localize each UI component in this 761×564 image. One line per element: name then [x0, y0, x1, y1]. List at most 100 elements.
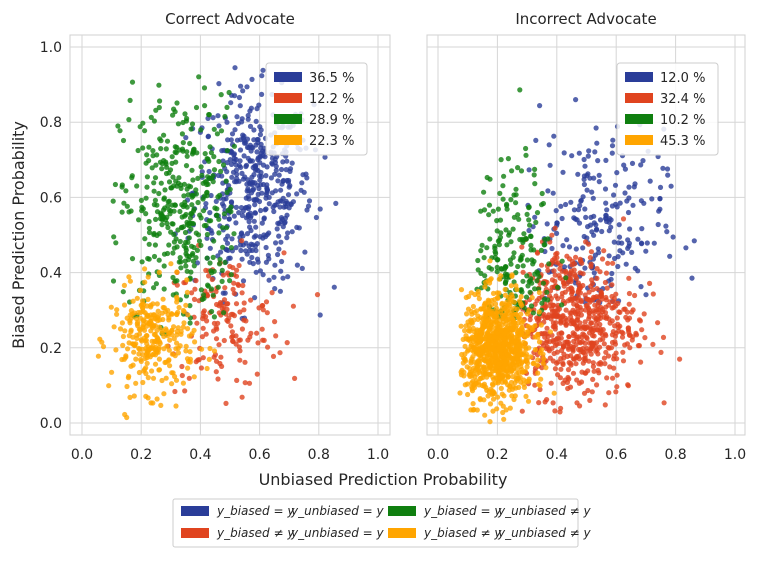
data-point-biased_wrong — [551, 268, 557, 274]
data-point-biased_wrong — [619, 329, 625, 335]
data-point-both_correct — [273, 167, 279, 173]
data-point-both_wrong — [497, 342, 503, 348]
data-point-unbiased_wrong — [177, 255, 183, 261]
data-point-both_correct — [247, 123, 254, 129]
data-point-both_wrong — [126, 274, 132, 280]
data-point-both_wrong — [487, 401, 494, 407]
x-tick-label: 0.8 — [664, 447, 686, 463]
data-point-biased_wrong — [621, 306, 627, 312]
data-point-unbiased_wrong — [481, 189, 487, 195]
data-point-both_correct — [237, 147, 244, 153]
axis-ticks: 0.0 0.2 0.4 0.6 0.8 1.0 0.0 0.2 0.4 0.6 0.8 1.0 — [40, 40, 389, 463]
data-point-biased_wrong — [544, 325, 550, 331]
data-point-both_wrong — [171, 324, 177, 330]
data-point-both_correct — [638, 162, 644, 168]
data-point-unbiased_wrong — [161, 158, 167, 164]
data-point-biased_wrong — [563, 322, 569, 328]
x-tick-label: 1.0 — [724, 447, 746, 463]
data-point-unbiased_wrong — [205, 174, 211, 180]
data-point-both_correct — [263, 259, 269, 265]
data-point-both_wrong — [126, 373, 132, 379]
data-point-unbiased_wrong — [166, 179, 173, 185]
data-point-unbiased_wrong — [518, 168, 525, 174]
data-point-both_wrong — [488, 371, 494, 377]
data-point-both_correct — [625, 209, 632, 216]
data-point-both_wrong — [174, 311, 180, 318]
data-point-both_wrong — [514, 286, 520, 292]
data-point-biased_wrong — [584, 335, 590, 342]
data-point-unbiased_wrong — [148, 114, 154, 120]
data-point-both_wrong — [156, 269, 162, 275]
data-point-unbiased_wrong — [495, 206, 501, 212]
data-point-both_wrong — [466, 322, 472, 328]
data-point-biased_wrong — [233, 301, 240, 307]
data-point-biased_wrong — [552, 408, 558, 414]
data-point-both_wrong — [540, 360, 546, 366]
data-point-unbiased_wrong — [216, 216, 222, 222]
data-point-biased_wrong — [563, 307, 569, 313]
data-point-biased_wrong — [639, 327, 645, 333]
data-point-biased_wrong — [564, 317, 570, 323]
data-point-biased_wrong — [256, 305, 262, 311]
data-point-biased_wrong — [239, 290, 245, 296]
data-point-both_wrong — [536, 289, 543, 296]
data-point-both_wrong — [181, 320, 187, 326]
data-point-both_correct — [183, 135, 189, 141]
data-point-both_wrong — [524, 364, 530, 370]
data-point-both_correct — [667, 253, 673, 259]
data-point-unbiased_wrong — [165, 224, 171, 231]
data-point-biased_wrong — [564, 253, 570, 259]
data-point-unbiased_wrong — [119, 182, 125, 188]
data-point-biased_wrong — [655, 320, 661, 326]
data-point-both_correct — [239, 230, 245, 236]
data-point-both_wrong — [481, 366, 487, 372]
data-point-both_correct — [271, 208, 277, 215]
data-point-both_wrong — [106, 383, 112, 389]
data-point-biased_wrong — [272, 319, 278, 325]
data-point-both_correct — [564, 237, 570, 243]
data-point-biased_wrong — [558, 315, 564, 321]
data-point-both_wrong — [487, 363, 493, 370]
data-point-both_wrong — [485, 393, 491, 399]
data-point-both_correct — [629, 249, 635, 255]
data-point-both_wrong — [508, 379, 515, 386]
data-point-both_correct — [280, 275, 286, 281]
data-point-biased_wrong — [610, 375, 616, 381]
data-point-biased_wrong — [600, 336, 606, 342]
data-point-both_wrong — [511, 299, 517, 305]
data-point-unbiased_wrong — [146, 241, 152, 247]
data-point-unbiased_wrong — [517, 87, 523, 93]
data-point-unbiased_wrong — [121, 200, 127, 206]
data-point-both_wrong — [135, 319, 141, 325]
data-point-unbiased_wrong — [184, 219, 190, 225]
data-point-both_correct — [232, 127, 238, 133]
data-point-both_correct — [263, 244, 269, 251]
data-point-unbiased_wrong — [517, 236, 523, 243]
data-point-unbiased_wrong — [178, 265, 184, 271]
legend-percentage: 10.2 % — [660, 113, 705, 128]
panel-title: Incorrect Advocate — [515, 10, 656, 28]
data-point-both_correct — [252, 180, 258, 186]
data-point-both_wrong — [481, 357, 487, 363]
data-point-both_correct — [566, 244, 573, 250]
data-point-unbiased_wrong — [140, 145, 146, 151]
data-point-both_wrong — [145, 375, 151, 381]
data-point-biased_wrong — [590, 363, 597, 370]
data-point-both_wrong — [155, 335, 161, 341]
data-point-both_correct — [247, 158, 253, 164]
data-point-both_correct — [572, 216, 579, 222]
data-point-unbiased_wrong — [180, 148, 186, 154]
data-point-both_correct — [612, 255, 618, 262]
data-point-biased_wrong — [255, 340, 261, 346]
data-point-unbiased_wrong — [172, 202, 178, 208]
data-point-biased_wrong — [569, 289, 576, 295]
data-point-unbiased_wrong — [143, 211, 149, 217]
data-point-both_wrong — [178, 328, 184, 335]
data-point-both_correct — [296, 225, 302, 231]
data-point-both_correct — [216, 81, 222, 87]
legend-percentage: 12.2 % — [309, 92, 354, 107]
data-point-both_correct — [285, 230, 291, 236]
data-point-both_wrong — [519, 359, 525, 365]
data-point-unbiased_wrong — [528, 247, 534, 253]
data-point-both_wrong — [126, 333, 132, 339]
